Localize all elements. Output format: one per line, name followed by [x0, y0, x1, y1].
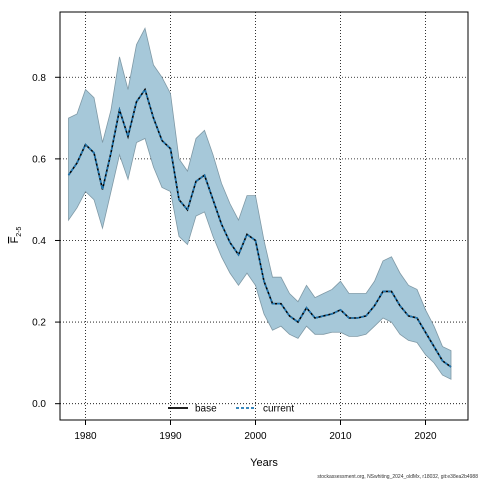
legend-label-current: current — [263, 404, 294, 415]
y-axis-title-main: F — [9, 236, 21, 243]
x-tick-label: 1980 — [74, 431, 97, 442]
confidence-band — [68, 27, 452, 380]
y-tick-label: 0.6 — [32, 154, 46, 165]
legend: base current — [168, 404, 294, 415]
svg-text:F2-5: F2-5 — [9, 226, 23, 243]
series-line-current — [67, 87, 452, 368]
y-tick-label: 0.2 — [32, 318, 46, 329]
series-lines — [67, 87, 452, 368]
y-tick-label: 0.8 — [32, 73, 46, 84]
y-axis: 0.0 0.2 0.4 0.6 0.8 — [32, 73, 60, 410]
x-tick-label: 1990 — [159, 431, 182, 442]
y-tick-label: 0.0 — [32, 399, 46, 410]
y-axis-title-subscript: 2-5 — [16, 226, 23, 236]
confidence-band-area — [68, 27, 452, 380]
legend-label-base: base — [195, 404, 217, 415]
x-axis-title: Years — [250, 457, 278, 469]
x-axis: 1980 1990 2000 2010 2020 — [74, 420, 437, 442]
x-tick-label: 2010 — [329, 431, 352, 442]
y-axis-title: F2-5 — [9, 226, 23, 243]
plot-frame — [59, 11, 469, 421]
y-tick-label: 0.4 — [32, 236, 46, 247]
x-tick-label: 2020 — [414, 431, 437, 442]
source-note: stockassessment.org, NSwhiting_2024_oldM… — [317, 474, 478, 480]
x-tick-label: 2000 — [244, 431, 267, 442]
